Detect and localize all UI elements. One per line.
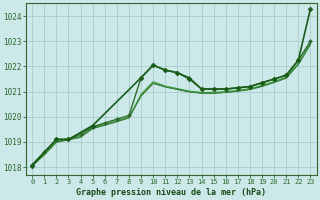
X-axis label: Graphe pression niveau de la mer (hPa): Graphe pression niveau de la mer (hPa) (76, 188, 266, 197)
